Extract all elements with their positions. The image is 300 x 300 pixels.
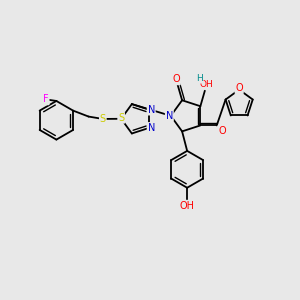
Text: F: F: [43, 94, 49, 104]
Text: O: O: [236, 83, 243, 93]
Text: N: N: [148, 105, 155, 115]
Text: N: N: [148, 123, 155, 133]
Text: S: S: [118, 113, 124, 123]
Text: N: N: [166, 111, 173, 121]
Text: O: O: [172, 74, 180, 85]
Text: H: H: [196, 74, 203, 83]
Text: OH: OH: [180, 201, 195, 211]
Text: O: O: [218, 126, 226, 136]
Text: OH: OH: [200, 80, 213, 89]
Text: S: S: [100, 114, 106, 124]
